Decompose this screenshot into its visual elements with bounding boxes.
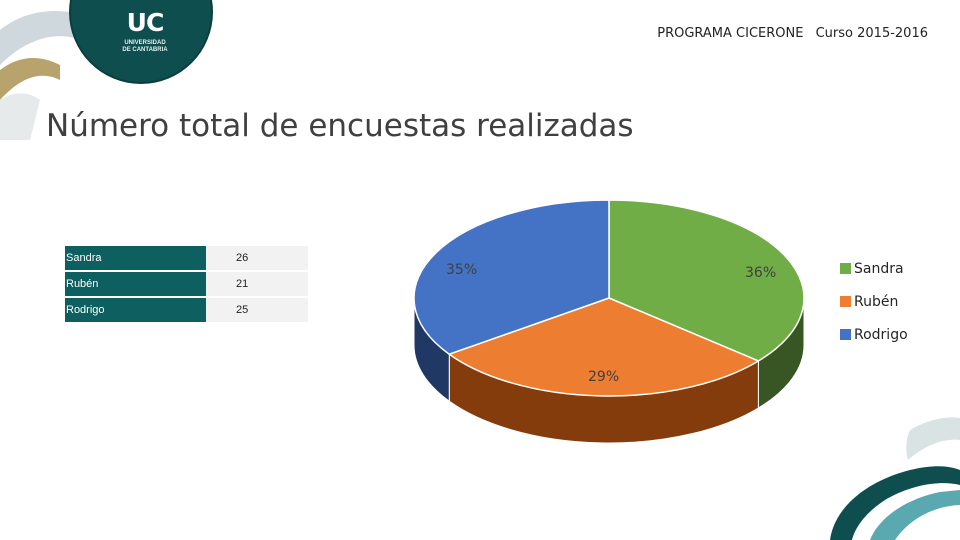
data-label-rodrigo: 35% — [446, 262, 477, 278]
table-row: Rodrigo 25 — [65, 298, 308, 322]
table-cell-value: 21 — [206, 272, 308, 296]
chart-legend: Sandra Rubén Rodrigo — [840, 252, 908, 351]
data-table: Sandra 26 Rubén 21 Rodrigo 25 — [65, 244, 308, 324]
table-cell-name: Rodrigo — [65, 298, 206, 322]
legend-swatch-ruben — [840, 296, 851, 307]
legend-label: Rubén — [854, 293, 899, 310]
table-cell-value: 25 — [206, 298, 308, 322]
logo-subtitle: UNIVERSIDAD DE CANTABRIA — [113, 40, 177, 54]
legend-swatch-sandra — [840, 263, 851, 274]
logo-mark: UC — [126, 8, 165, 37]
pie-slice-ruben — [448, 297, 760, 397]
table-row: Rubén 21 — [65, 272, 308, 296]
legend-label: Rodrigo — [854, 326, 908, 343]
header-program-name: PROGRAMA CICERONE — [657, 26, 804, 41]
logo-line-1: UNIVERSIDAD — [124, 40, 166, 46]
legend-item: Rodrigo — [840, 318, 908, 351]
page-title: Número total de encuestas realizadas — [46, 108, 634, 144]
data-label-ruben: 29% — [588, 369, 619, 385]
legend-swatch-rodrigo — [840, 329, 851, 340]
header-program: PROGRAMA CICERONE Curso 2015-2016 — [657, 26, 928, 41]
corner-swoosh-bottom-right — [830, 417, 960, 540]
table-row: Sandra 26 — [65, 246, 308, 270]
table-cell-value: 26 — [206, 246, 308, 270]
pie-slice-sandra — [608, 199, 805, 362]
logo-line-2: DE CANTABRIA — [122, 47, 168, 53]
corner-swoosh-top-left — [0, 11, 80, 140]
table-cell-name: Sandra — [65, 246, 206, 270]
pie-slice-rodrigo — [413, 199, 610, 355]
legend-item: Sandra — [840, 252, 908, 285]
table-cell-name: Rubén — [65, 272, 206, 296]
header-course: Curso 2015-2016 — [815, 26, 928, 41]
data-label-sandra: 36% — [745, 265, 776, 281]
legend-item: Rubén — [840, 285, 908, 318]
legend-label: Sandra — [854, 260, 904, 277]
